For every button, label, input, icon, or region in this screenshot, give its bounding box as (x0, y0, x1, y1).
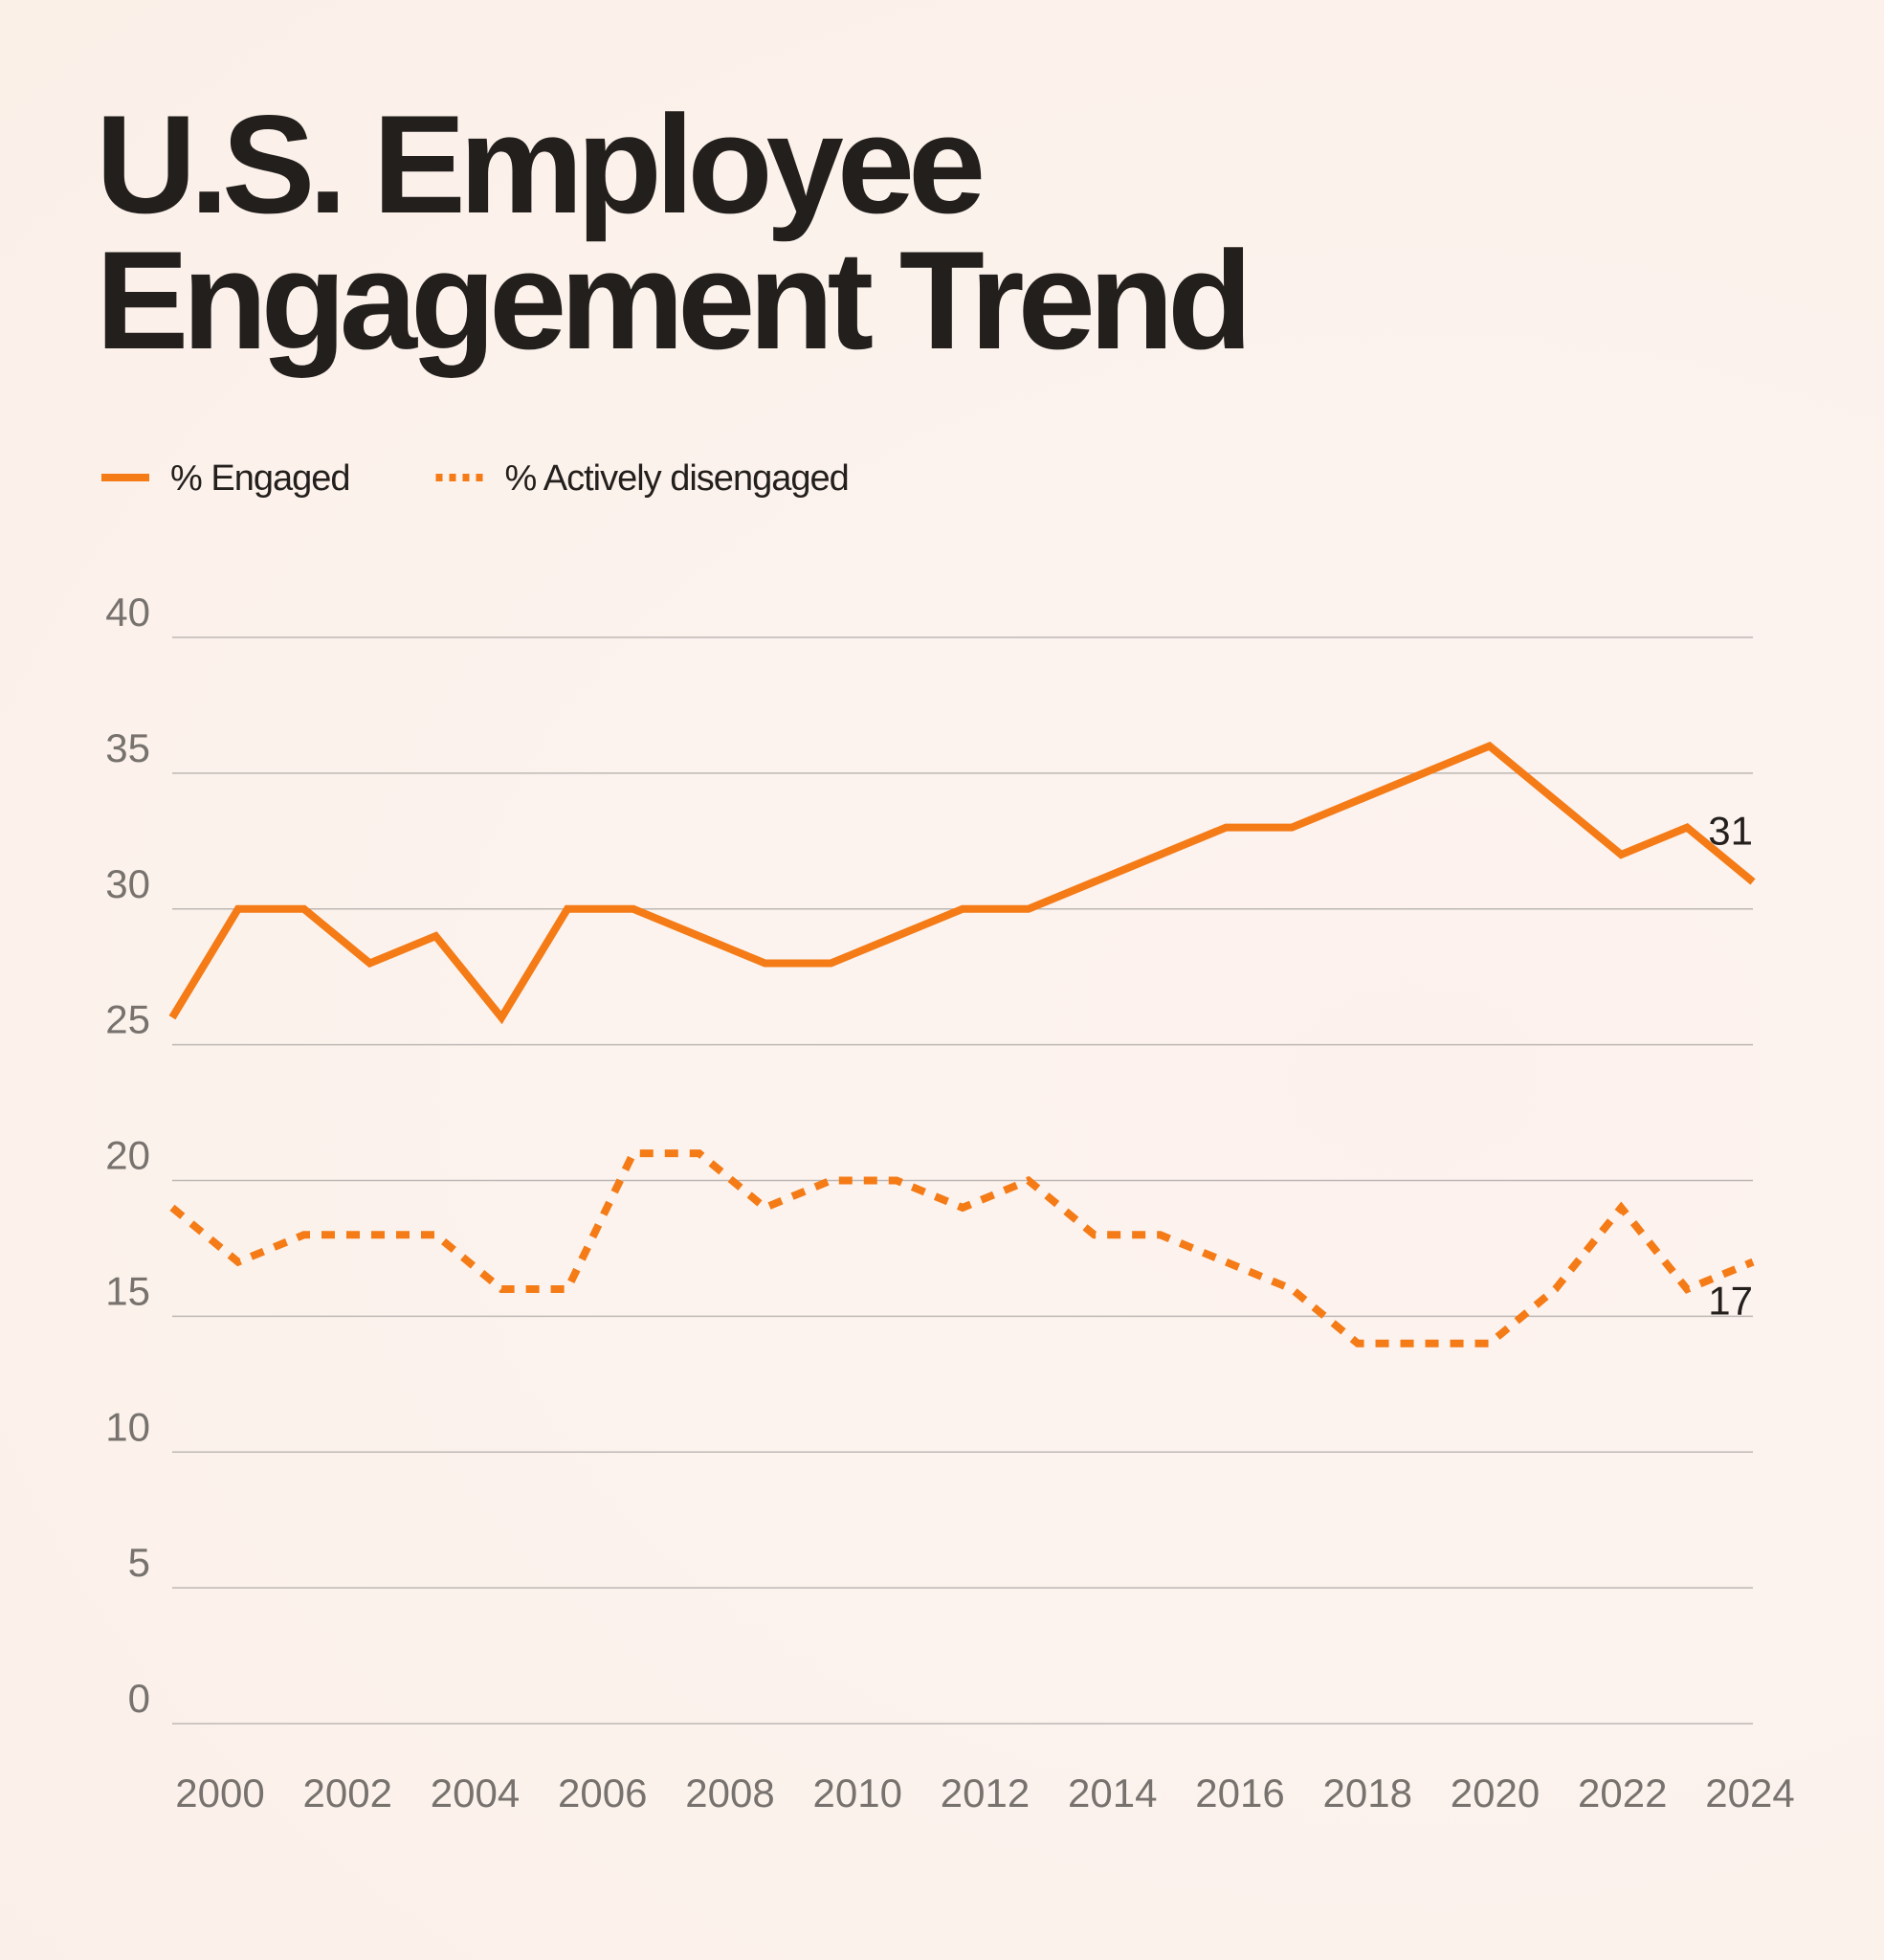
x-tick-label: 2020 (1451, 1771, 1540, 1815)
x-tick-label: 2010 (813, 1771, 902, 1815)
y-tick-label: 5 (128, 1540, 150, 1585)
series-line (168, 741, 1756, 1025)
x-tick-label: 2018 (1323, 1771, 1412, 1815)
y-tick-label: 10 (105, 1404, 150, 1449)
chart-title: Engagement Trend (96, 222, 1246, 378)
y-tick-label: 25 (105, 997, 150, 1042)
legend-label: % Engaged (170, 458, 350, 499)
chart-title: U.S. Employee (96, 86, 982, 242)
y-tick-label: 15 (105, 1268, 150, 1313)
x-tick-label: 2024 (1705, 1771, 1794, 1815)
y-tick-label: 35 (105, 725, 150, 770)
x-tick-label: 2012 (941, 1771, 1030, 1815)
y-tick-label: 0 (128, 1676, 150, 1721)
data-label: 17 (1708, 1279, 1753, 1324)
x-tick-label: 2002 (303, 1771, 392, 1815)
x-tick-label: 2004 (431, 1771, 520, 1815)
series-line (169, 1149, 1755, 1348)
y-tick-label: 30 (105, 861, 150, 906)
data-label: 31 (1708, 808, 1753, 853)
y-tick-label: 40 (105, 590, 150, 635)
legend-label: % Actively disengaged (505, 458, 849, 499)
x-tick-label: 2022 (1578, 1771, 1667, 1815)
x-tick-label: 2014 (1068, 1771, 1157, 1815)
x-tick-label: 2000 (175, 1771, 264, 1815)
y-tick-label: 20 (105, 1133, 150, 1178)
x-tick-label: 2008 (685, 1771, 774, 1815)
x-tick-label: 2016 (1195, 1771, 1284, 1815)
x-tick-label: 2006 (558, 1771, 647, 1815)
